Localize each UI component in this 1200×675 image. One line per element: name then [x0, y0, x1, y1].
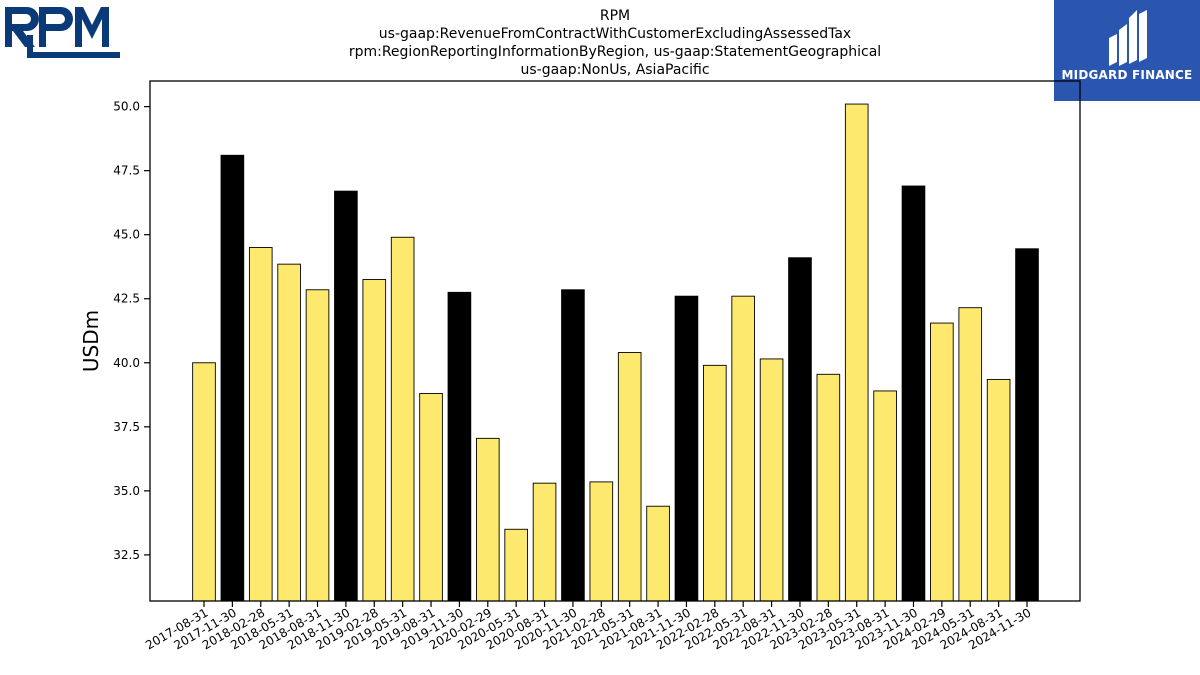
bar-2024-02-29	[930, 322, 954, 602]
bar-2018-05-31	[277, 263, 301, 602]
bar-2024-11-30	[1015, 248, 1039, 602]
plot-frame	[149, 80, 1081, 602]
rpm-logo	[3, 5, 123, 65]
bar-2022-11-30	[788, 257, 812, 602]
y-tick-label: 40.0	[113, 356, 140, 370]
bar-2018-08-31	[305, 289, 330, 602]
title-line-2: us-gaap:RevenueFromContractWithCustomerE…	[378, 26, 852, 42]
y-axis: 32.5 35.0 37.5 40.0 42.5 45.0 47.5 50.0	[113, 100, 150, 562]
bar-2023-05-31	[844, 103, 869, 602]
y-tick-label: 35.0	[113, 484, 140, 498]
bar-2018-02-28	[248, 247, 273, 602]
bar-2024-05-31	[958, 307, 983, 602]
bars-group	[192, 103, 1039, 602]
midgard-finance-text: MIDGARD FINANCE	[1061, 68, 1193, 82]
bar-2020-02-29	[475, 437, 500, 602]
chart-title: RPM us-gaap:RevenueFromContractWithCusto…	[215, 7, 1015, 79]
bar-2020-08-31	[532, 482, 557, 602]
bar-2019-08-31	[419, 393, 443, 602]
bar-2023-11-30	[901, 185, 926, 602]
y-axis-label: USDm	[79, 310, 103, 372]
bar-2020-05-31	[504, 528, 528, 602]
bar-2022-08-31	[759, 358, 784, 602]
y-tick-label: 45.0	[113, 228, 140, 242]
y-tick-label: 47.5	[113, 164, 140, 178]
bar-2023-08-31	[873, 390, 897, 602]
y-tick-label: 32.5	[113, 548, 140, 562]
title-line-3: rpm:RegionReportingInformationByRegion, …	[348, 44, 882, 60]
midgard-finance-logo: MIDGARD FINANCE	[1054, 0, 1200, 101]
bar-2021-02-28	[589, 481, 614, 602]
bar-2024-08-31	[986, 378, 1011, 602]
bar-2019-05-31	[390, 236, 415, 602]
y-tick-label: 42.5	[113, 292, 140, 306]
midgard-emblem-icon	[1109, 10, 1147, 66]
bar-2023-02-28	[816, 373, 841, 602]
bar-2022-05-31	[731, 295, 756, 602]
y-tick-label: 37.5	[113, 420, 140, 434]
bar-2019-11-30	[447, 291, 472, 602]
bar-2021-08-31	[646, 505, 670, 602]
x-axis: 2017-08-312017-11-302018-02-282018-05-31…	[143, 601, 1034, 652]
bar-2017-11-30	[220, 154, 245, 602]
bar-2018-11-30	[334, 190, 358, 602]
title-line-1: RPM	[599, 8, 631, 24]
bar-2017-08-31	[192, 362, 216, 602]
y-tick-label: 50.0	[113, 100, 140, 114]
title-line-4: us-gaap:NonUs, AsiaPacific	[520, 62, 710, 78]
bar-2019-02-28	[362, 279, 387, 602]
bar-2021-11-30	[674, 295, 699, 602]
bar-2020-11-30	[561, 289, 585, 602]
bar-2021-05-31	[617, 352, 642, 602]
bar-2022-02-28	[703, 364, 727, 602]
